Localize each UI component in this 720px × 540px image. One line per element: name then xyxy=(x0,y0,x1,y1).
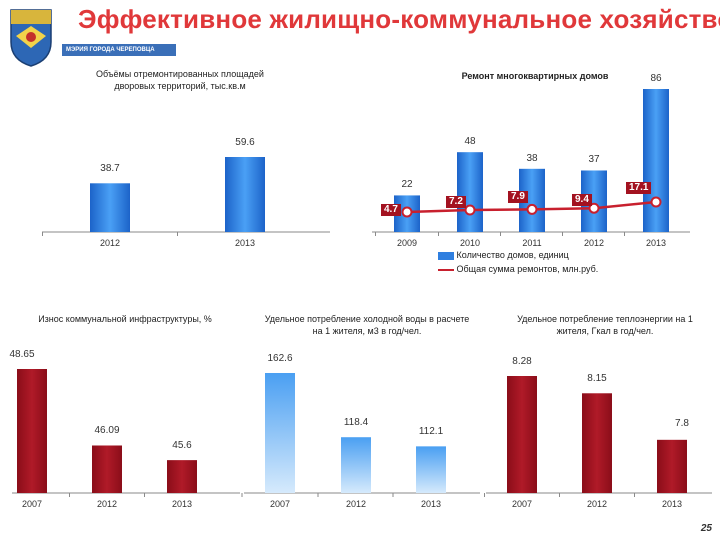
chart2-line-value-label: 7.9 xyxy=(508,191,528,204)
chart5-bar xyxy=(657,439,687,493)
chart2-line-point xyxy=(464,204,476,216)
page-title: Эффективное жилищно-коммунальное хозяйст… xyxy=(78,4,720,34)
chart5-tick-label: 2013 xyxy=(661,499,683,509)
chart3-value-label: 46.09 xyxy=(94,425,120,437)
legend-line-swatch xyxy=(438,268,454,271)
chart5-title: Удельное потребление теплоэнергии на 1 ж… xyxy=(517,314,693,336)
chart4-tick-label: 2013 xyxy=(420,499,442,509)
legend-bars-label: Количество домов, единиц xyxy=(456,250,569,260)
chart3-tick-label: 2007 xyxy=(21,499,43,509)
chart1-title: Объёмы отремонтированных площадей дворов… xyxy=(96,69,264,91)
chart3-bar xyxy=(17,369,47,493)
chart1-value-label: 38.7 xyxy=(100,163,120,175)
chart3-value-label: 45.6 xyxy=(172,440,192,452)
chart4-bar xyxy=(265,373,295,493)
chart2-tick-label: 2009 xyxy=(396,238,418,248)
chart2-line-point xyxy=(526,203,538,215)
chart2-value-label: 37 xyxy=(588,154,600,166)
chart4-value-label: 118.4 xyxy=(343,417,369,429)
chart2-line-value-label: 9.4 xyxy=(572,194,592,207)
chart5-tick-label: 2007 xyxy=(511,499,533,509)
chart5-bar xyxy=(582,393,612,493)
chart2-title: Ремонт многоквартирных домов xyxy=(461,71,609,81)
chart2-value-label: 48 xyxy=(464,136,476,148)
chart5-value-label: 7.8 xyxy=(675,417,689,429)
chart2-bar xyxy=(643,89,669,232)
chart3-title: Износ коммунальной инфраструктуры, % xyxy=(38,314,212,324)
chart2-line-value-label: 17.1 xyxy=(626,182,652,194)
legend-bar-swatch xyxy=(438,251,454,260)
chart2-bar xyxy=(457,152,483,232)
chart2-value-label: 86 xyxy=(650,73,662,84)
chart1-bar xyxy=(225,157,265,232)
chart4-title: Удельное потребление холодной воды в рас… xyxy=(264,314,470,336)
city-coat-of-arms xyxy=(10,9,52,67)
chart2-line-value-label: 7.2 xyxy=(446,195,466,208)
chart4-value-label: 162.6 xyxy=(267,353,293,364)
chart5-value-label: 8.28 xyxy=(512,356,532,367)
chart3-value-label: 48.65 xyxy=(9,349,35,360)
chart5-value-label: 8.15 xyxy=(587,373,607,385)
chart4-value-label: 112.1 xyxy=(418,426,444,438)
chart2-line-point xyxy=(401,206,413,218)
chart2-tick-label: 2010 xyxy=(459,238,481,248)
chart2-tick-label: 2011 xyxy=(522,238,542,248)
chart2-value-label: 22 xyxy=(401,179,413,191)
chart2-line-point xyxy=(650,196,662,208)
chart4-tick-label: 2007 xyxy=(269,499,291,509)
chart2-tick-label: 2012 xyxy=(583,238,605,248)
chart2-line-value-label: 4.7 xyxy=(381,204,401,216)
chart5-bar xyxy=(507,376,537,493)
chart2-value-label: 38 xyxy=(526,152,538,164)
chart4-bar xyxy=(341,437,371,493)
legend-line: Общая сумма ремонтов, млн.руб. xyxy=(438,264,598,274)
page-subtitle: МЭРИЯ ГОРОДА ЧЕРЕПОВЦА xyxy=(62,44,176,56)
chart5-tick-label: 2012 xyxy=(586,499,608,509)
chart3-tick-label: 2013 xyxy=(171,499,193,509)
chart1-tick-label: 2013 xyxy=(234,238,256,248)
chart3-tick-label: 2012 xyxy=(96,499,118,509)
chart3-bar xyxy=(92,445,122,493)
chart1-value-label: 59.6 xyxy=(235,137,255,148)
page-number: 25 xyxy=(700,523,712,534)
chart3-bar xyxy=(167,460,197,493)
chart4-tick-label: 2012 xyxy=(345,499,367,509)
chart1-bar xyxy=(90,183,130,232)
legend-bars: Количество домов, единиц xyxy=(438,250,569,260)
chart4-bar xyxy=(416,446,446,493)
chart2-tick-label: 2013 xyxy=(645,238,667,248)
chart1-tick-label: 2012 xyxy=(99,238,121,248)
legend-line-label: Общая сумма ремонтов, млн.руб. xyxy=(456,264,599,274)
